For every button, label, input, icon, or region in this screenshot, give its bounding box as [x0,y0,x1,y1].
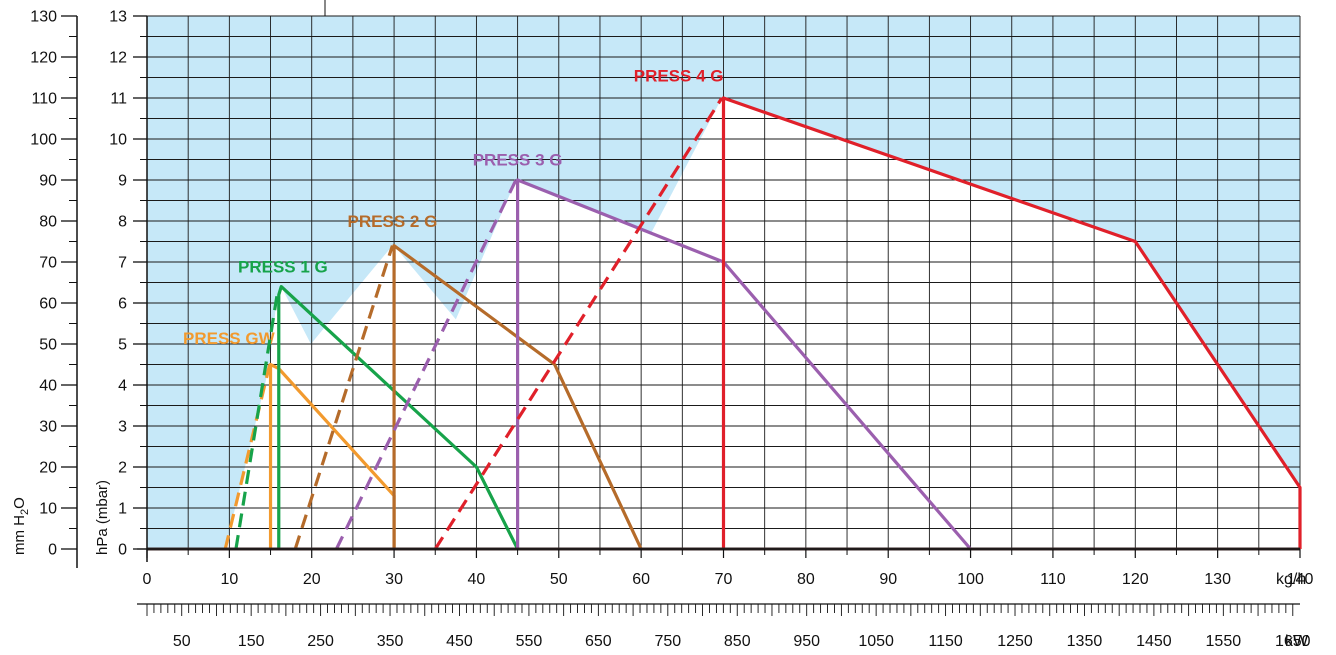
x-tick-label-kw: 850 [724,633,751,650]
y-tick-label-hpa: 13 [109,9,127,26]
x-tick-label-kw: 950 [793,633,820,650]
y-tick-label-hpa: 2 [118,460,127,477]
y-tick-label-mmh2o: 30 [39,419,57,436]
y-tick-label-hpa: 12 [109,50,127,67]
series-solid-line [277,285,520,550]
x-tick-label-kw: 1650 [1275,633,1311,650]
y-tick-label-mmh2o: 70 [39,255,57,272]
series-solid-line [392,244,643,550]
x-axis-unit-kgh: kg/h [1276,571,1306,588]
series-solid-line [721,96,1302,549]
x-tick-label-kw: 1550 [1206,633,1242,650]
series-label: PRESS 2 G [348,212,438,231]
y-tick-label-mmh2o: 20 [39,460,57,477]
x-tick-label-kw: 450 [446,633,473,650]
series-press-1-g: PRESS 1 G [234,257,520,550]
x-tick-label-kw: 350 [377,633,404,650]
x-tick-label-kw: 750 [654,633,681,650]
series-press-3-g: PRESS 3 G [334,151,972,551]
x-tick-label-kgh: 130 [1204,571,1231,588]
y-tick-label-mmh2o: 10 [39,501,57,518]
x-tick-label-kgh: 0 [143,571,152,588]
x-tick-label-kgh: 100 [957,571,984,588]
x-tick-label-kw: 1450 [1136,633,1172,650]
y-tick-label-mmh2o: 0 [48,542,57,559]
x-tick-label-kgh: 60 [632,571,650,588]
series-dashed-line [293,245,394,550]
x-tick-label-kgh: 70 [715,571,733,588]
y-tick-label-hpa: 0 [118,542,127,559]
x-tick-label-kw: 650 [585,633,612,650]
y-tick-label-hpa: 10 [109,132,127,149]
x-tick-label-kgh: 10 [220,571,238,588]
y-tick-label-hpa: 1 [118,501,127,518]
y-tick-label-hpa: 4 [118,378,127,395]
x-tick-label-kgh: 80 [797,571,815,588]
axes: 0123456789101112130102030405060708090100… [30,0,1313,650]
y-tick-label-mmh2o: 80 [39,214,57,231]
x-tick-label-kw: 1250 [997,633,1033,650]
y-tick-label-mmh2o: 120 [30,50,57,67]
y-tick-label-mmh2o: 90 [39,173,57,190]
y-tick-label-hpa: 9 [118,173,127,190]
x-tick-label-kw: 550 [516,633,543,650]
series-dashed-line [433,97,724,550]
y-tick-label-hpa: 11 [110,91,127,108]
y-tick-label-mmh2o: 130 [30,9,57,26]
y-tick-label-hpa: 7 [118,255,127,272]
y-tick-label-hpa: 5 [118,337,127,354]
x-tick-label-kgh: 40 [468,571,486,588]
x-tick-label-kw: 1150 [928,633,963,650]
x-tick-label-kgh: 90 [879,571,897,588]
y-tick-label-mmh2o: 40 [39,378,57,395]
y-axis-title-hpa: hPa (mbar) [94,480,111,555]
series-dashed-line [334,179,518,550]
x-tick-label-kgh: 120 [1122,571,1149,588]
x-tick-label-kw: 1350 [1067,633,1103,650]
x-axis-unit-kw: kW [1285,633,1309,650]
x-tick-label-kgh: 50 [550,571,568,588]
x-tick-label-kgh: 30 [385,571,403,588]
series-press-4-g: PRESS 4 G [433,67,1302,550]
y-tick-label-mmh2o: 100 [30,132,57,149]
series-label: PRESS 3 G [473,151,563,170]
x-tick-label-kw: 150 [238,633,265,650]
y-tick-label-mmh2o: 50 [39,337,57,354]
x-tick-label-kgh: 20 [303,571,321,588]
y-tick-label-hpa: 6 [118,296,127,313]
y-axis-title-mmh2o: mm H2O [11,497,31,555]
series-label: PRESS 1 G [238,257,328,276]
x-tick-label-kgh: 140 [1287,571,1314,588]
y-tick-label-hpa: 3 [118,419,127,436]
x-tick-label-kw: 50 [173,633,191,650]
series-label: PRESS GW [183,329,276,348]
y-tick-label-hpa: 8 [118,214,127,231]
x-tick-label-kw: 250 [307,633,334,650]
series-solid-line [516,178,972,551]
x-tick-label-kw: 1050 [858,633,894,650]
y-tick-label-mmh2o: 60 [39,296,57,313]
series-press-2-g: PRESS 2 G [293,212,643,550]
x-tick-label-kgh: 110 [1040,571,1066,588]
y-tick-label-mmh2o: 110 [31,91,57,108]
series-label: PRESS 4 G [634,67,724,86]
